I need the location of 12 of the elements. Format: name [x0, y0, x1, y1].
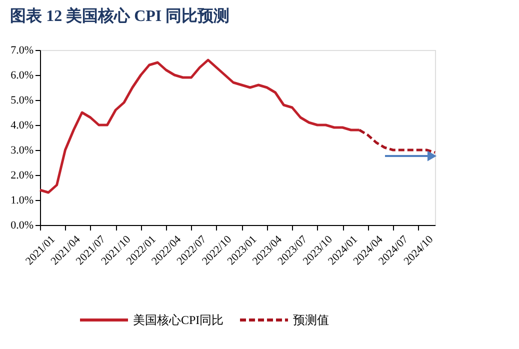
y-tick-label: 0.0% [10, 220, 34, 232]
legend-label: 美国核心CPI同比 [133, 313, 224, 327]
y-tick-label: 6.0% [10, 70, 34, 82]
chart-title: 图表 12 美国核心 CPI 同比预测 [10, 6, 230, 25]
y-tick-label: 2.0% [10, 170, 34, 182]
y-tick-label: 3.0% [10, 144, 34, 156]
y-tick-label: 7.0% [10, 44, 34, 56]
line-series [38, 58, 361, 194]
legend-label: 预测值 [293, 313, 329, 327]
y-tick-label: 5.0% [10, 94, 34, 106]
y-tick-label: 1.0% [10, 194, 34, 206]
y-tick-label: 4.0% [10, 120, 34, 132]
